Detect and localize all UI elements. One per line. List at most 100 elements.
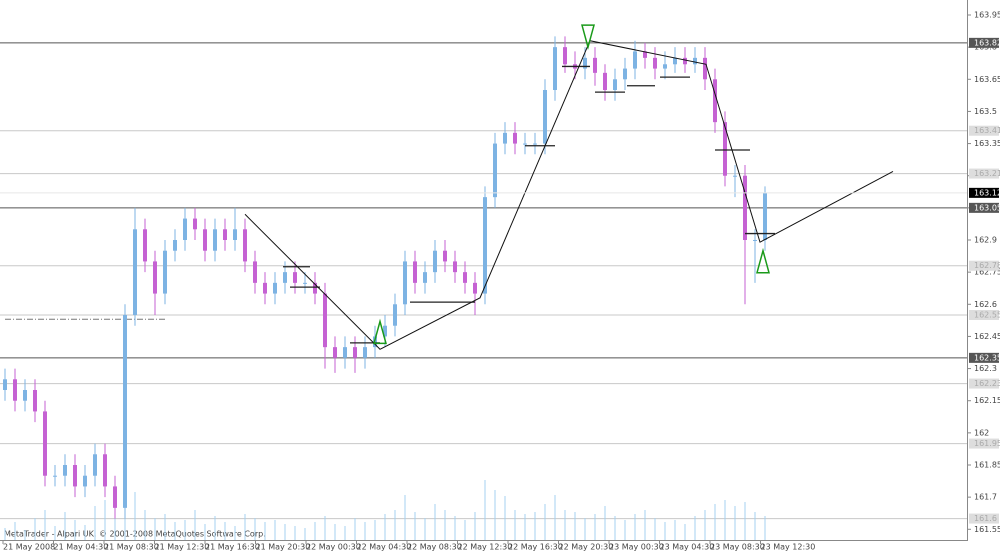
level-box [969, 513, 999, 524]
candle-body [643, 51, 647, 58]
candle-body [603, 72, 607, 90]
candle-body [703, 57, 707, 80]
candle-body [43, 411, 47, 476]
candle-body [403, 261, 407, 305]
x-tick-label: 22 May 16:30 [508, 543, 563, 552]
level-label: 162.78 [974, 261, 1000, 270]
candle-body [433, 250, 437, 273]
candle-body [663, 64, 667, 69]
candle-body [423, 272, 427, 283]
x-tick-label: 21 May 04:30 [54, 543, 109, 552]
candle-body [723, 122, 727, 176]
candle-body [143, 229, 147, 262]
candle-body [233, 229, 237, 240]
candle-body [113, 486, 117, 508]
level-label: 162.23 [974, 379, 1000, 388]
candle-body [3, 379, 7, 390]
candle-body [763, 192, 767, 240]
candle-body [483, 197, 487, 294]
x-tick-label: 23 May 04:30 [660, 543, 715, 552]
candle-body [53, 475, 57, 477]
y-tick-label: 163.65 [974, 75, 1000, 84]
level-box [969, 438, 999, 449]
candle-body [103, 454, 107, 487]
candle-body [533, 143, 537, 145]
candle-body [63, 465, 67, 476]
x-tick-label: 22 May 20:30 [559, 543, 614, 552]
level-label: 163.21 [974, 169, 1000, 178]
candle-body [443, 250, 447, 262]
candle-body [613, 79, 617, 90]
candle-body [163, 250, 167, 294]
y-tick-label: 162 [974, 428, 989, 437]
level-box [969, 168, 999, 179]
x-tick-label: 22 May 04:30 [357, 543, 412, 552]
x-tick-label: 21 May 20:30 [256, 543, 311, 552]
level-label: 163.82 [974, 38, 1000, 47]
y-tick-label: 161.85 [974, 461, 1000, 470]
x-tick-label: 21 May 16:30 [205, 543, 260, 552]
candle-body [253, 261, 257, 283]
candle-body [563, 47, 567, 65]
candle-body [593, 57, 597, 73]
y-tick-label: 162.15 [974, 396, 1000, 405]
candle-body [73, 465, 77, 487]
candle-body [123, 315, 127, 508]
candle-body [353, 347, 357, 358]
y-tick-label: 162.75 [974, 268, 1000, 277]
candle-body [453, 261, 457, 273]
level-label: 161.6 [974, 514, 997, 523]
candle-body [293, 272, 297, 283]
level-label: 162.35 [974, 353, 1000, 362]
candle-body [333, 347, 337, 358]
bid-box [969, 187, 999, 198]
level-label: 162.55 [974, 311, 1000, 320]
candle-body [323, 293, 327, 348]
x-tick-label: 23 May 00:30 [609, 543, 664, 552]
candle-body [193, 218, 197, 230]
candle-body [93, 454, 97, 476]
candle-body [633, 51, 637, 69]
x-tick-label: 23 May 12:30 [761, 543, 816, 552]
fractal-arrow [581, 24, 595, 50]
y-tick-label: 162.9 [974, 236, 997, 245]
candle-body [223, 229, 227, 240]
candle-body [363, 347, 367, 358]
candle-body [473, 282, 477, 294]
candle-body [133, 229, 137, 315]
candle-body [413, 261, 417, 283]
level-label: 161.95 [974, 439, 1000, 448]
y-tick-label: 162.45 [974, 332, 1000, 341]
candle-body [273, 282, 277, 294]
candle-body [313, 282, 317, 294]
candle-body [23, 390, 27, 401]
candle-body [503, 132, 507, 144]
y-tick-label: 161.7 [974, 493, 997, 502]
x-tick-label: 22 May 00:30 [306, 543, 361, 552]
y-tick-label: 163.5 [974, 107, 997, 116]
level-label: 163.05 [974, 203, 1000, 212]
x-tick-label: 21 May 08:30 [104, 543, 159, 552]
level-box [969, 352, 999, 363]
candle-body [673, 57, 677, 65]
x-tick-label: 21 May 12:30 [155, 543, 210, 552]
x-tick-label: 22 May 08:30 [407, 543, 462, 552]
candle-body [83, 475, 87, 487]
level-box [969, 378, 999, 389]
candle-body [243, 229, 247, 262]
y-tick-label: 163.35 [974, 139, 1000, 148]
bid-label: 163.12 [974, 188, 1000, 197]
candle-body [263, 282, 267, 294]
candle-body [733, 175, 737, 177]
candle-body [493, 143, 497, 198]
candle-body [623, 68, 627, 80]
candle-body [653, 57, 657, 69]
fractal-arrow [756, 247, 770, 274]
candle-body [553, 47, 557, 90]
candle-body [743, 175, 747, 240]
x-tick-label: 22 May 12:30 [458, 543, 513, 552]
candle-body [213, 229, 217, 251]
fractal-arrow [373, 318, 387, 345]
